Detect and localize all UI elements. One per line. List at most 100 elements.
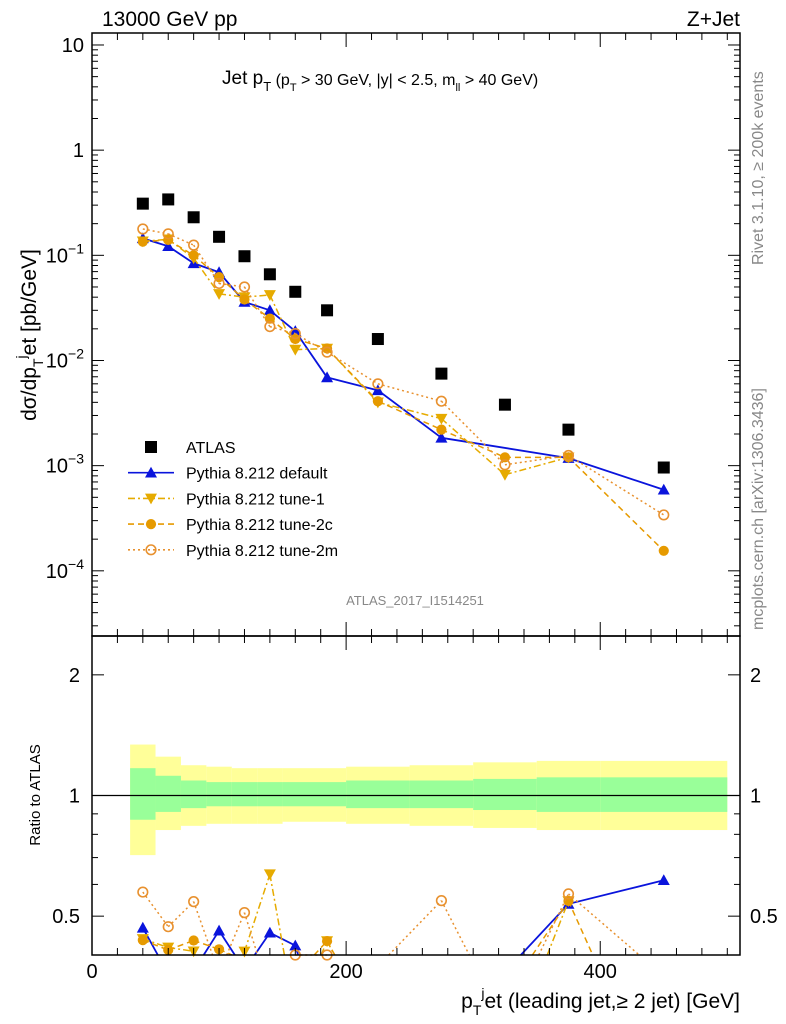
x-label-part: T xyxy=(473,1002,482,1018)
ratio-point xyxy=(213,924,226,936)
title-part: T xyxy=(290,82,297,94)
data-point xyxy=(213,289,226,300)
series-line xyxy=(244,298,271,320)
ratio-band-stat xyxy=(282,782,308,807)
data-point xyxy=(239,294,250,305)
y-tick-label-exp: −1 xyxy=(68,240,84,256)
plot-title: Jet pT (pT > 30 GeV, |y| < 2.5, mll > 40… xyxy=(222,68,538,94)
data-point xyxy=(263,304,276,316)
ratio-band-stat xyxy=(308,782,347,807)
ratio-point xyxy=(289,939,302,951)
y-label-part: T xyxy=(30,358,46,367)
ratio-point xyxy=(321,935,333,947)
series-line xyxy=(294,330,328,378)
data-point xyxy=(371,333,384,346)
x-tick-label: 400 xyxy=(584,961,617,983)
data-point xyxy=(188,250,199,261)
ratio-y-tick-label-right: 1 xyxy=(750,786,761,808)
y-label-part: et [pb/GeV] xyxy=(18,249,41,355)
data-point xyxy=(289,344,302,356)
legend-marker xyxy=(145,519,157,530)
y-tick-label: 10−4 xyxy=(46,556,84,583)
series-line xyxy=(441,428,506,459)
ratio-line xyxy=(243,912,259,956)
legend-marker xyxy=(145,493,157,505)
x-axis-label: pTjet (leading jet,≥ 2 jet) [GeV] xyxy=(461,985,740,1018)
ratio-band-stat xyxy=(231,782,258,807)
data-point xyxy=(436,424,447,435)
legend-label: Pythia 8.212 tune-1 xyxy=(186,491,325,508)
ratio-line xyxy=(568,879,664,905)
series-line xyxy=(269,318,296,340)
data-point xyxy=(289,285,302,298)
legend-item: Pythia 8.212 default xyxy=(128,466,328,483)
legend-item: Pythia 8.212 tune-1 xyxy=(128,491,325,508)
data-point xyxy=(213,230,226,243)
legend-item: Pythia 8.212 tune-2m xyxy=(128,543,338,560)
data-point xyxy=(136,197,149,210)
main-panel xyxy=(136,193,670,556)
ratio-band-stat xyxy=(130,768,156,820)
ratio-line xyxy=(440,900,470,956)
y-tick-label-base: 1 xyxy=(73,140,84,162)
legend: ATLAS Pythia 8.212 default Pythia 8.212 tu… xyxy=(128,440,338,560)
ratio-band-stat xyxy=(473,778,537,811)
data-point xyxy=(238,250,251,263)
series-line xyxy=(504,456,569,476)
data-point xyxy=(289,328,301,340)
data-point xyxy=(657,483,670,495)
ratio-y-tick-label-right: 2 xyxy=(750,665,761,687)
series-line xyxy=(377,383,442,402)
title-part: > 40 GeV) xyxy=(460,72,538,89)
y-tick-label: 10−2 xyxy=(46,345,84,372)
data-point xyxy=(372,396,383,407)
legend-item: ATLAS xyxy=(145,440,236,457)
ratio-point xyxy=(136,921,149,933)
data-point xyxy=(162,228,174,240)
y-label-part: j xyxy=(13,355,29,359)
data-point xyxy=(321,304,334,317)
series-line xyxy=(294,332,328,353)
data-point xyxy=(264,313,275,324)
legend-marker xyxy=(145,544,157,556)
ratio-line xyxy=(567,893,640,956)
ratio-band-stat xyxy=(536,777,601,812)
y-tick-label-base: 10 xyxy=(46,456,68,478)
data-point xyxy=(188,239,200,251)
data-point xyxy=(498,469,511,481)
data-point xyxy=(187,211,200,224)
ratio-panel xyxy=(136,869,670,961)
data-point xyxy=(435,367,448,380)
legend-label: Pythia 8.212 default xyxy=(186,466,328,483)
title-part: (p xyxy=(271,72,290,89)
ratio-line xyxy=(388,900,442,956)
y-axis-label: dσ/dpTjet [pb/GeV] xyxy=(13,249,46,421)
data-point xyxy=(289,325,302,336)
ratio-series xyxy=(136,874,670,956)
series-pythia-8-212-default xyxy=(136,232,670,495)
ratio-y-tick-label: 2 xyxy=(69,665,80,687)
legend-marker xyxy=(145,441,157,453)
x-tick-label: 200 xyxy=(329,961,362,983)
data-point xyxy=(137,236,148,247)
title-part: > 30 GeV, |y| < 2.5, m xyxy=(297,72,456,89)
ratio-point xyxy=(162,921,174,933)
y-tick-label-base: 10 xyxy=(46,350,68,372)
ratio-point xyxy=(188,935,199,946)
legend-label: Pythia 8.212 tune-2c xyxy=(186,517,333,534)
data-point xyxy=(162,240,175,252)
header-left: 13000 GeV pp xyxy=(102,8,237,31)
ratio-point xyxy=(263,926,276,938)
series-line xyxy=(326,347,379,402)
y-tick-label-exp: −3 xyxy=(68,451,84,467)
data-point xyxy=(658,509,670,521)
x-label-part: j xyxy=(480,985,484,1001)
series-line xyxy=(326,376,379,392)
data-point xyxy=(499,459,511,471)
series-line xyxy=(377,389,442,439)
ratio-series xyxy=(136,869,575,958)
ratio-point xyxy=(137,935,148,946)
data-point xyxy=(264,320,276,333)
